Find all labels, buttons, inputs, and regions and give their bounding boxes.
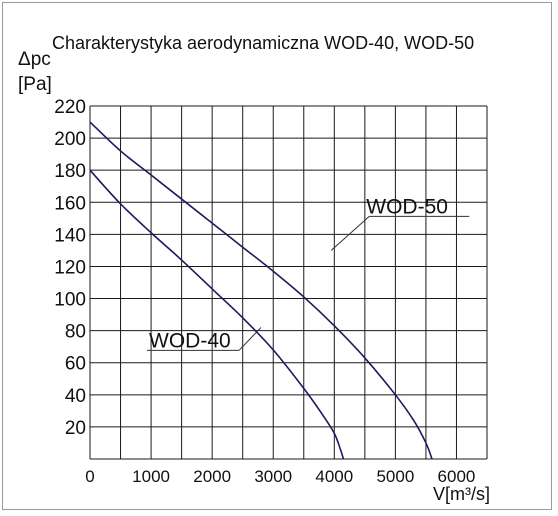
- y-tick-label: 40: [65, 386, 86, 407]
- x-tick-label: 0: [85, 467, 94, 486]
- x-tick-label: 3000: [254, 467, 292, 486]
- chart-frame: [2, 2, 552, 510]
- x-tick-label: 4000: [315, 467, 353, 486]
- tick-labels: 20 40 60 80 100 120 140 160 180 200 220 0 1000 2000 30…: [54, 97, 475, 486]
- series-labels: WOD-40 WOD-50: [147, 195, 470, 352]
- y-tick-label: 60: [65, 354, 86, 375]
- y-tick-label: 180: [54, 161, 86, 182]
- x-tick-label: 2000: [193, 467, 231, 486]
- series-line-wod-40: [89, 169, 345, 460]
- y-tick-label: 100: [54, 290, 86, 311]
- y-axis-unit: [Pa]: [18, 74, 52, 95]
- y-axis-symbol: Δpc: [18, 49, 51, 70]
- y-tick-label: 220: [54, 97, 86, 118]
- y-tick-label: 200: [54, 129, 86, 150]
- y-tick-label: 160: [54, 193, 86, 214]
- chart-title: Charakterystyka aerodynamiczna WOD-40, W…: [52, 33, 474, 53]
- y-tick-label: 20: [65, 418, 86, 439]
- series-lines: [89, 121, 433, 460]
- leader-line: [330, 216, 370, 251]
- series-label-wod-40: WOD-40: [149, 329, 231, 352]
- y-tick-label: 80: [65, 322, 86, 343]
- series-line-wod-50: [89, 121, 433, 460]
- leader-line: [238, 327, 262, 351]
- y-tick-label: 140: [54, 225, 86, 246]
- x-tick-label: 5000: [376, 467, 414, 486]
- y-tick-label: 120: [54, 257, 86, 278]
- grid: [89, 105, 488, 460]
- x-axis-label: V[m³/s]: [433, 484, 490, 504]
- series-label-wod-50: WOD-50: [366, 195, 448, 218]
- x-tick-label: 1000: [132, 467, 170, 486]
- x-tick-label: 6000: [438, 467, 476, 486]
